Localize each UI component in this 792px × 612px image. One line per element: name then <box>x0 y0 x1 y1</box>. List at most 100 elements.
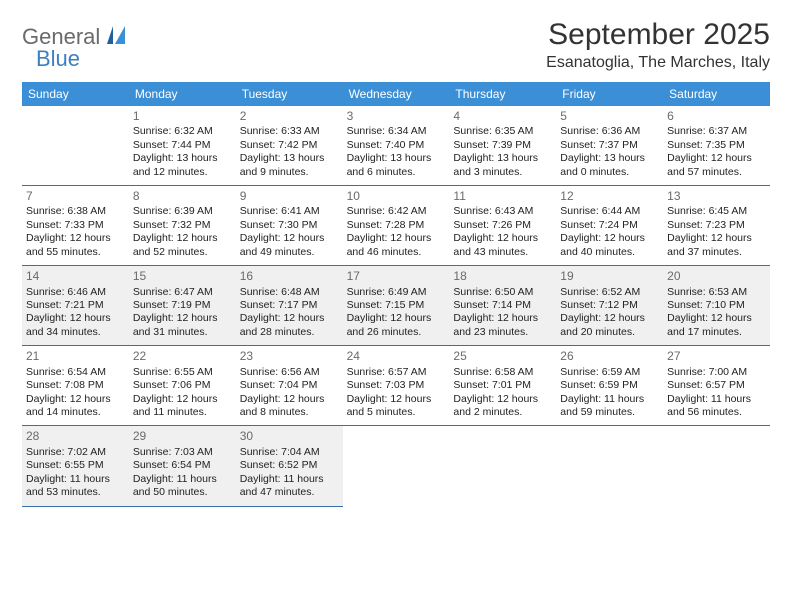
cell-line: and 0 minutes. <box>560 166 659 179</box>
cell-line: Daylight: 12 hours <box>26 232 125 245</box>
cell-line: Sunrise: 6:49 AM <box>347 286 446 299</box>
calendar-cell: 28Sunrise: 7:02 AMSunset: 6:55 PMDayligh… <box>22 426 129 506</box>
calendar-cell: 25Sunrise: 6:58 AMSunset: 7:01 PMDayligh… <box>449 346 556 426</box>
day-number: 5 <box>560 109 659 124</box>
calendar-cell: 15Sunrise: 6:47 AMSunset: 7:19 PMDayligh… <box>129 266 236 346</box>
cell-line: Sunrise: 6:42 AM <box>347 205 446 218</box>
cell-line: and 12 minutes. <box>133 166 232 179</box>
calendar-cell: 22Sunrise: 6:55 AMSunset: 7:06 PMDayligh… <box>129 346 236 426</box>
calendar-cell <box>449 426 556 506</box>
cell-line: Sunset: 7:35 PM <box>667 139 766 152</box>
cell-line: Sunset: 6:57 PM <box>667 379 766 392</box>
month-title: September 2025 <box>546 18 770 52</box>
cell-line: and 9 minutes. <box>240 166 339 179</box>
cell-line: Sunrise: 6:53 AM <box>667 286 766 299</box>
cell-line: Sunset: 7:32 PM <box>133 219 232 232</box>
calendar-cell: 11Sunrise: 6:43 AMSunset: 7:26 PMDayligh… <box>449 186 556 266</box>
cell-line: Daylight: 12 hours <box>240 393 339 406</box>
day-number: 26 <box>560 349 659 364</box>
day-number: 23 <box>240 349 339 364</box>
cell-line: Daylight: 12 hours <box>347 232 446 245</box>
calendar-cell: 21Sunrise: 6:54 AMSunset: 7:08 PMDayligh… <box>22 346 129 426</box>
calendar-cell: 29Sunrise: 7:03 AMSunset: 6:54 PMDayligh… <box>129 426 236 506</box>
day-number: 13 <box>667 189 766 204</box>
cell-line: and 34 minutes. <box>26 326 125 339</box>
calendar-cell: 7Sunrise: 6:38 AMSunset: 7:33 PMDaylight… <box>22 186 129 266</box>
cell-line: Sunrise: 6:36 AM <box>560 125 659 138</box>
brand-logo: General Blue <box>22 24 131 72</box>
calendar-cell: 13Sunrise: 6:45 AMSunset: 7:23 PMDayligh… <box>663 186 770 266</box>
cell-line: and 20 minutes. <box>560 326 659 339</box>
cell-line: and 47 minutes. <box>240 486 339 499</box>
cell-line: Sunset: 7:40 PM <box>347 139 446 152</box>
calendar-cell: 3Sunrise: 6:34 AMSunset: 7:40 PMDaylight… <box>343 106 450 186</box>
cell-line: Daylight: 13 hours <box>347 152 446 165</box>
calendar-cell <box>556 426 663 506</box>
cell-line: Sunrise: 6:38 AM <box>26 205 125 218</box>
cell-line: Sunset: 7:06 PM <box>133 379 232 392</box>
calendar-cell: 26Sunrise: 6:59 AMSunset: 6:59 PMDayligh… <box>556 346 663 426</box>
cell-line: Sunset: 7:12 PM <box>560 299 659 312</box>
calendar-cell: 9Sunrise: 6:41 AMSunset: 7:30 PMDaylight… <box>236 186 343 266</box>
cell-line: Sunset: 7:17 PM <box>240 299 339 312</box>
day-number: 18 <box>453 269 552 284</box>
day-number: 10 <box>347 189 446 204</box>
calendar-cell: 17Sunrise: 6:49 AMSunset: 7:15 PMDayligh… <box>343 266 450 346</box>
cell-line: Sunrise: 7:03 AM <box>133 446 232 459</box>
day-number: 11 <box>453 189 552 204</box>
cell-line: Sunrise: 6:34 AM <box>347 125 446 138</box>
cell-line: Sunrise: 6:52 AM <box>560 286 659 299</box>
cell-line: Sunset: 7:30 PM <box>240 219 339 232</box>
calendar-cell: 16Sunrise: 6:48 AMSunset: 7:17 PMDayligh… <box>236 266 343 346</box>
day-number: 29 <box>133 429 232 444</box>
cell-line: Sunrise: 6:47 AM <box>133 286 232 299</box>
cell-line: and 5 minutes. <box>347 406 446 419</box>
cell-line: Sunrise: 6:48 AM <box>240 286 339 299</box>
calendar-cell: 14Sunrise: 6:46 AMSunset: 7:21 PMDayligh… <box>22 266 129 346</box>
day-number: 1 <box>133 109 232 124</box>
calendar-cell: 20Sunrise: 6:53 AMSunset: 7:10 PMDayligh… <box>663 266 770 346</box>
cell-line: and 40 minutes. <box>560 246 659 259</box>
cell-line: Sunrise: 6:55 AM <box>133 366 232 379</box>
day-number: 21 <box>26 349 125 364</box>
cell-line: Sunset: 7:01 PM <box>453 379 552 392</box>
cell-line: Daylight: 12 hours <box>560 232 659 245</box>
day-number: 2 <box>240 109 339 124</box>
cell-line: and 49 minutes. <box>240 246 339 259</box>
cell-line: Sunrise: 7:02 AM <box>26 446 125 459</box>
cell-line: Sunrise: 6:56 AM <box>240 366 339 379</box>
day-number: 28 <box>26 429 125 444</box>
cell-line: Sunrise: 6:59 AM <box>560 366 659 379</box>
cell-line: and 23 minutes. <box>453 326 552 339</box>
cell-line: Sunrise: 6:45 AM <box>667 205 766 218</box>
cell-line: Daylight: 12 hours <box>453 232 552 245</box>
day-number: 17 <box>347 269 446 284</box>
header: General Blue September 2025 Esanatoglia,… <box>22 18 770 72</box>
cell-line: and 59 minutes. <box>560 406 659 419</box>
cell-line: Sunset: 6:54 PM <box>133 459 232 472</box>
day-number: 22 <box>133 349 232 364</box>
calendar-cell: 23 Sunrise: 6:56 AMSunset: 7:04 PMDayligh… <box>236 346 343 426</box>
cell-line: Sunrise: 6:39 AM <box>133 205 232 218</box>
cell-line: Sunset: 6:55 PM <box>26 459 125 472</box>
cell-line: Sunset: 7:23 PM <box>667 219 766 232</box>
cell-line: Daylight: 11 hours <box>667 393 766 406</box>
cell-line: Sunset: 7:37 PM <box>560 139 659 152</box>
calendar-cell: 6Sunrise: 6:37 AMSunset: 7:35 PMDaylight… <box>663 106 770 186</box>
cell-line: Daylight: 13 hours <box>560 152 659 165</box>
cell-line: Sunset: 6:59 PM <box>560 379 659 392</box>
cell-line: and 2 minutes. <box>453 406 552 419</box>
calendar-cell: 24Sunrise: 6:57 AMSunset: 7:03 PMDayligh… <box>343 346 450 426</box>
cell-line: Sunset: 7:14 PM <box>453 299 552 312</box>
calendar-cell: 1Sunrise: 6:32 AMSunset: 7:44 PMDaylight… <box>129 106 236 186</box>
cell-line: Daylight: 12 hours <box>26 312 125 325</box>
cell-line: Sunrise: 6:57 AM <box>347 366 446 379</box>
cell-line: Sunrise: 6:37 AM <box>667 125 766 138</box>
day-number: 20 <box>667 269 766 284</box>
calendar-cell: 2Sunrise: 6:33 AMSunset: 7:42 PMDaylight… <box>236 106 343 186</box>
cell-line: Sunrise: 7:00 AM <box>667 366 766 379</box>
calendar-grid: SundayMondayTuesdayWednesdayThursdayFrid… <box>22 82 770 507</box>
cell-line: Sunset: 7:04 PM <box>240 379 339 392</box>
cell-line: and 50 minutes. <box>133 486 232 499</box>
cell-line: Sunrise: 6:46 AM <box>26 286 125 299</box>
